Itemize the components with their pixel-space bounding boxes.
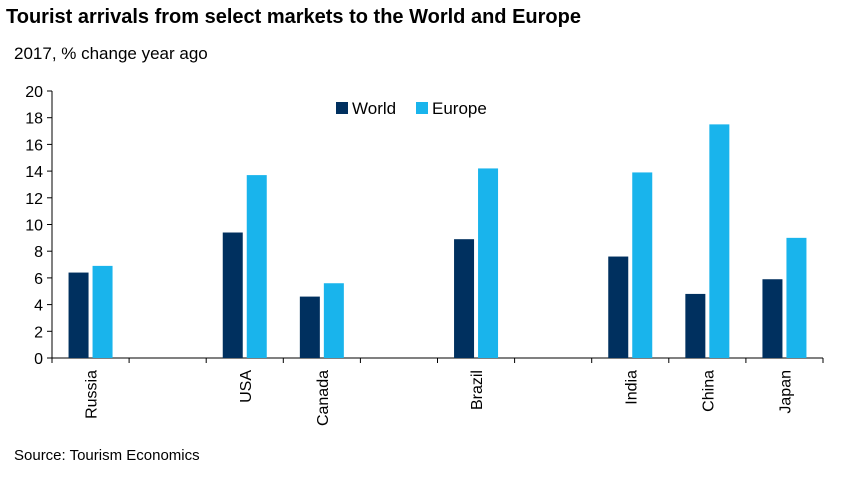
bar-world-brazil [454, 239, 475, 358]
x-tick-label-india: India [623, 370, 640, 405]
bar-europe-japan [786, 237, 807, 358]
bar-world-japan [762, 279, 783, 358]
bar-europe-brazil [478, 168, 499, 358]
y-tick-label: 14 [25, 164, 43, 181]
y-tick-label: 18 [25, 111, 43, 128]
bar-europe-india [632, 172, 653, 358]
y-tick-label: 10 [25, 218, 43, 235]
source-note: Source: Tourism Economics [14, 447, 200, 464]
y-tick-label: 12 [25, 191, 43, 208]
legend-swatch-europe [416, 102, 428, 114]
x-tick-label-canada: Canada [315, 370, 332, 426]
x-tick-label-china: China [700, 370, 717, 412]
bar-world-russia [68, 272, 89, 358]
chart-subtitle: 2017, % change year ago [14, 44, 208, 63]
y-tick-label: 8 [34, 244, 43, 261]
chart-title: Tourist arrivals from select markets to … [6, 6, 581, 28]
y-tick-label: 0 [34, 351, 43, 368]
bar-europe-canada [323, 283, 344, 358]
bar-europe-usa [246, 175, 267, 358]
x-tick-label-japan: Japan [777, 370, 794, 414]
y-tick-label: 20 [25, 84, 43, 101]
legend-label-europe: Europe [432, 99, 487, 118]
bar-world-india [608, 256, 629, 358]
y-tick-label: 4 [34, 298, 43, 315]
x-tick-label-usa: USA [238, 370, 255, 403]
y-tick-label: 16 [25, 137, 43, 154]
bar-europe-russia [92, 265, 113, 358]
bar-world-usa [222, 232, 243, 358]
x-tick-label-brazil: Brazil [469, 370, 486, 410]
legend-swatch-world [336, 102, 348, 114]
y-tick-label: 2 [34, 324, 43, 341]
bar-world-china [685, 293, 706, 358]
bar-europe-china [709, 124, 730, 358]
x-tick-label-russia: Russia [84, 370, 101, 419]
bar-world-canada [299, 296, 320, 358]
legend-label-world: World [352, 99, 396, 118]
y-tick-label: 6 [34, 271, 43, 288]
